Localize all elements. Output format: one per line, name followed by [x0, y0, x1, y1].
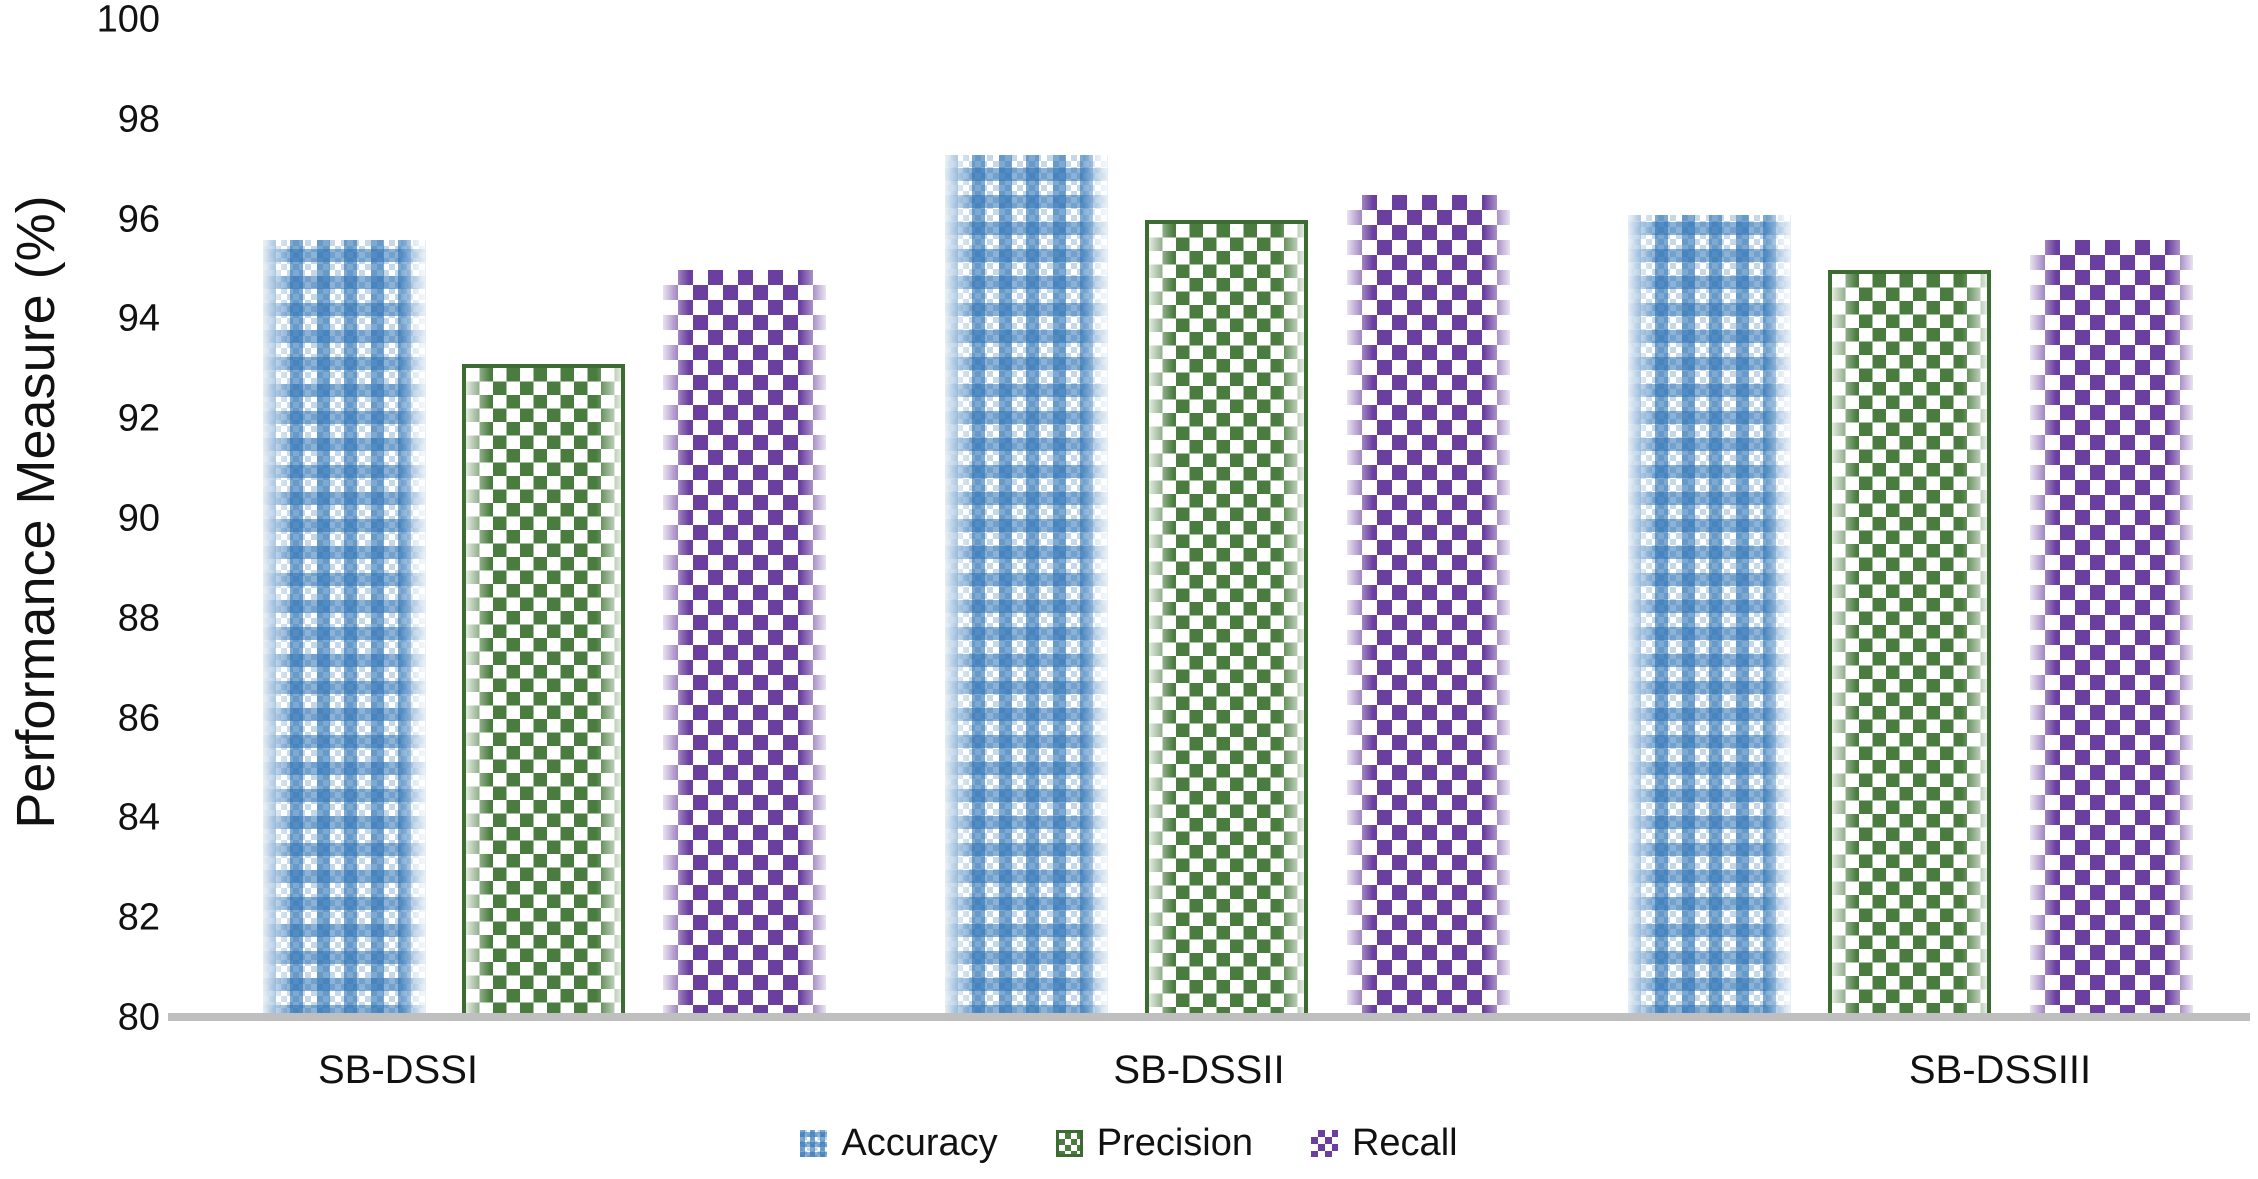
category-label-sb-dssi: SB-DSSI [317, 1048, 479, 1092]
legend-item-recall: Recall [1310, 1122, 1458, 1165]
legend-item-accuracy: Accuracy [800, 1122, 998, 1165]
legend-item-precision: Precision [1055, 1122, 1253, 1165]
legend-swatch-green-checker-icon [1055, 1130, 1083, 1157]
y-tick-label: 100 [96, 0, 160, 41]
y-tick-label: 94 [117, 297, 160, 340]
legend-swatch-purple-diamond-icon [1310, 1130, 1338, 1157]
bar-recall-sb-dssi [663, 269, 826, 1018]
y-tick-label: 88 [117, 597, 160, 640]
bar-accuracy-sb-dssi [263, 239, 426, 1019]
bar-precision-sb-dssiii [1828, 269, 1991, 1018]
bar-accuracy-sb-dssii [945, 154, 1108, 1019]
x-axis-line [168, 1013, 2250, 1021]
bar-recall-sb-dssiii [2030, 239, 2193, 1019]
y-tick-label: 96 [117, 198, 160, 241]
y-tick-label: 80 [117, 996, 160, 1039]
category-label-sb-dssiii: SB-DSSIII [1908, 1048, 2092, 1092]
bar-recall-sb-dssii [1347, 194, 1510, 1019]
legend-label: Accuracy [841, 1122, 998, 1164]
y-tick-label: 90 [117, 497, 160, 540]
bar-accuracy-sb-dssiii [1628, 214, 1791, 1019]
y-tick-label: 86 [117, 697, 160, 740]
category-label-sb-dssii: SB-DSSII [1113, 1048, 1285, 1092]
bar-precision-sb-dssi [462, 364, 625, 1018]
legend-swatch-blue-weave-icon [800, 1130, 828, 1157]
legend: Accuracy Precision Recall [0, 1122, 2258, 1165]
legend-label: Recall [1351, 1122, 1458, 1164]
y-tick-label: 82 [117, 896, 160, 939]
bar-precision-sb-dssii [1145, 219, 1308, 1018]
y-tick-label: 92 [117, 397, 160, 440]
y-tick-label: 84 [117, 796, 160, 839]
y-tick-label: 98 [117, 98, 160, 141]
legend-label: Precision [1096, 1122, 1253, 1164]
